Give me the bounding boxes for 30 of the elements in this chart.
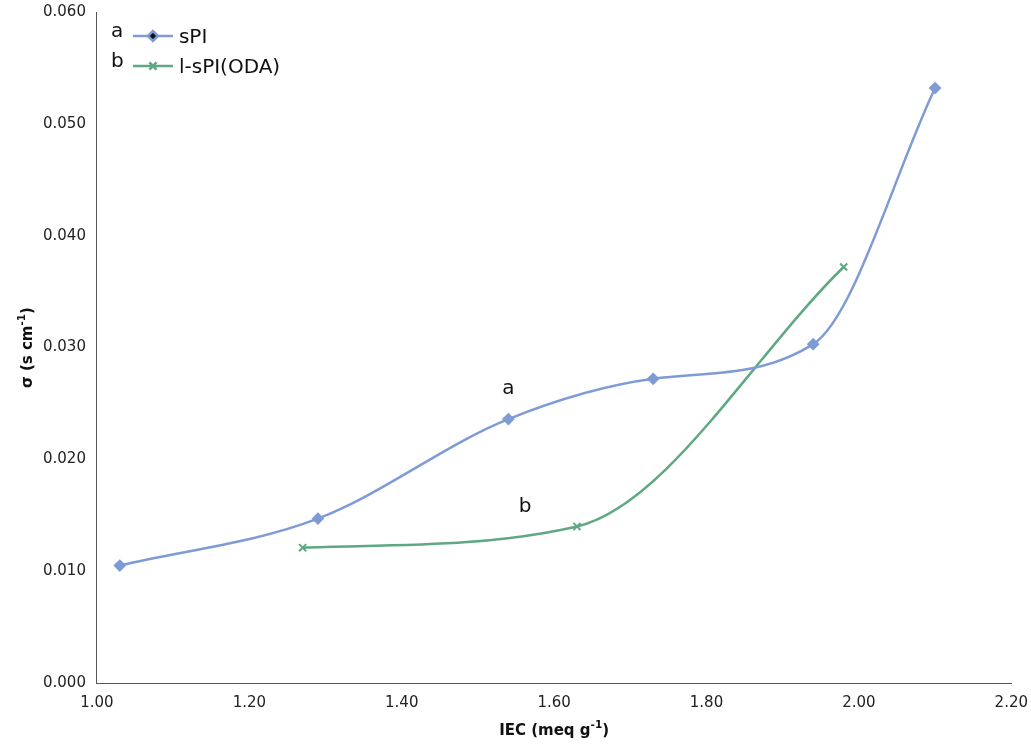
point — [839, 262, 849, 272]
point — [929, 82, 942, 95]
y-tick-label: 0.020 — [42, 449, 86, 468]
y-tick-label: 0.050 — [42, 113, 86, 132]
point — [298, 543, 308, 553]
point — [807, 338, 820, 351]
x-tick-label: 1.20 — [232, 692, 267, 711]
y-tick-label: 0.040 — [42, 225, 86, 244]
point — [572, 521, 582, 531]
x-tick-label: 1.40 — [385, 692, 419, 711]
y-tick-label: 0.010 — [42, 561, 86, 580]
legend-label: l-sPI(ODA) — [178, 54, 281, 79]
point — [113, 559, 126, 572]
annotation: b — [518, 492, 532, 517]
y-axis-title: σ (s cm-1) — [15, 307, 36, 388]
y-tick-label: 0.060 — [42, 1, 86, 20]
y-tick-label: 0.000 — [42, 672, 86, 691]
x-tick-label: 2.00 — [842, 692, 876, 711]
x-tick-label: 1.60 — [537, 692, 571, 711]
annotation: a — [502, 375, 515, 400]
annotation: b — [110, 48, 124, 73]
point — [502, 413, 515, 426]
point — [647, 372, 660, 385]
annotation: a — [110, 18, 124, 43]
x-tick-label: 2.20 — [994, 692, 1028, 711]
point — [311, 512, 324, 525]
x-tick-label: 1.00 — [80, 692, 114, 711]
legend-label: sPI — [178, 24, 208, 49]
x-tick-label: 1.80 — [689, 692, 724, 711]
y-tick-label: 0.030 — [42, 337, 86, 356]
